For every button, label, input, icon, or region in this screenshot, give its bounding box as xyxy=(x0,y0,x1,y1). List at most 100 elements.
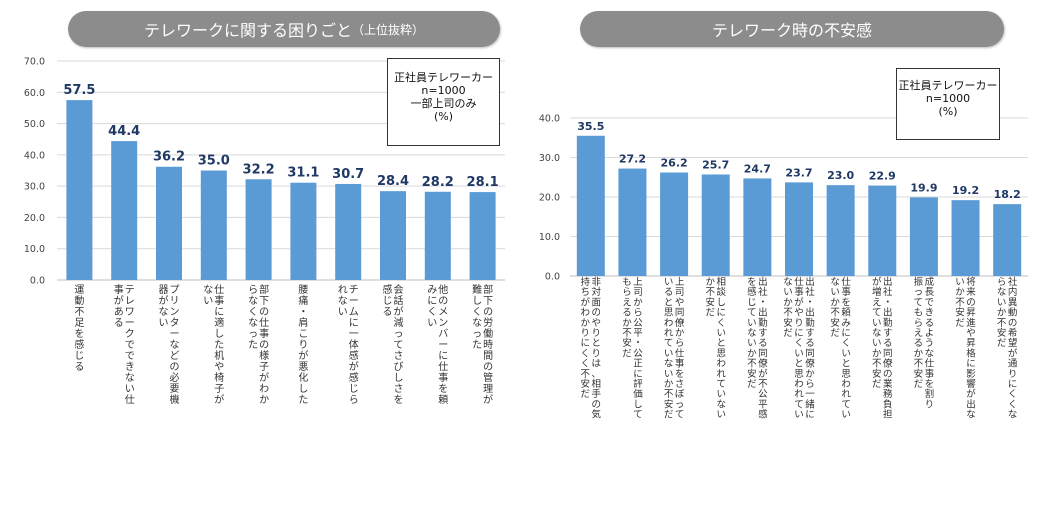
right-category-label: 成長できるような仕事を割り xyxy=(925,276,935,410)
left-category-label: 難しくなった xyxy=(472,283,482,351)
left-category-label: プリンターなどの必要機 xyxy=(170,284,180,406)
right-category-label: 仕事を頼みにくいと思われてい xyxy=(841,276,851,421)
right-bar xyxy=(993,204,1022,276)
right-category-label: 持ちがわかりにくく不安だ xyxy=(581,276,591,400)
left-category-label: みにくい xyxy=(427,285,437,329)
right-category-label: 社内異動の希望が通りにくくな xyxy=(1008,276,1018,421)
right-value-label: 19.2 xyxy=(952,184,979,197)
right-category-label: を感じていないか不安だ xyxy=(747,277,757,390)
right-category-label: 将来の昇進や昇格に影響が出な xyxy=(966,277,976,421)
left-category-label: 器がない xyxy=(159,284,169,329)
right-category-label: か不安だ xyxy=(705,277,715,319)
left-value-label: 28.2 xyxy=(422,175,454,190)
left-value-label: 28.4 xyxy=(377,174,409,189)
left-bar xyxy=(380,191,406,280)
right-bar xyxy=(826,185,855,276)
right-bar xyxy=(785,182,813,276)
right-category-label: 非対面のやりとりは、相手の気 xyxy=(592,276,602,421)
left-y-tick-label: 60.0 xyxy=(24,88,45,99)
left-category-label: 部下の労働時間の管理が xyxy=(483,283,493,406)
right-chart-legend-box: 正社員テレワーカー n=1000 (%) xyxy=(896,68,1000,140)
left-value-label: 36.2 xyxy=(153,150,185,165)
right-value-label: 23.0 xyxy=(827,169,854,182)
right-category-label: ないか不安だ xyxy=(783,277,793,339)
right-category-label: が増えていないか不安だ xyxy=(872,276,882,390)
right-y-tick-label: 10.0 xyxy=(539,232,560,243)
right-value-label: 25.7 xyxy=(702,158,729,171)
left-chart-title: テレワークに関する困りごと xyxy=(143,21,352,40)
right-value-label: 19.9 xyxy=(910,181,937,194)
right-bar xyxy=(951,200,980,276)
left-y-tick-label: 40.0 xyxy=(24,150,45,161)
left-category-label: 感じる xyxy=(383,283,393,318)
right-y-tick-label: 20.0 xyxy=(539,193,560,204)
left-category-label: 部下の仕事の様子がわか xyxy=(259,283,269,406)
right-category-label: 出社・出勤する同僚から一緒に xyxy=(805,276,815,421)
right-category-label: 振ってもらえるか不安だ xyxy=(914,276,924,390)
left-bar xyxy=(66,100,93,280)
left-bar xyxy=(200,170,227,280)
left-bar xyxy=(245,179,272,280)
right-bar xyxy=(868,185,897,276)
right-bar xyxy=(743,178,772,276)
right-value-label: 26.2 xyxy=(661,157,688,170)
right-category-label: らないか不安だ xyxy=(997,277,1007,349)
left-bar xyxy=(335,183,362,280)
left-legend-line: (%) xyxy=(433,110,454,123)
left-value-label: 57.5 xyxy=(63,83,95,98)
right-category-label: 出社・出勤する同僚が不公平感 xyxy=(758,276,768,421)
right-bar xyxy=(576,135,605,276)
right-category-label: 相談しにくいと思われていない xyxy=(716,276,726,421)
right-value-label: 27.2 xyxy=(619,153,646,166)
right-bar xyxy=(618,168,647,276)
left-legend-line: 正社員テレワーカー xyxy=(394,71,493,84)
right-category-label: いか不安だ xyxy=(955,277,965,329)
left-y-tick-label: 20.0 xyxy=(24,213,45,224)
left-category-label: 仕事に適した机や椅子が xyxy=(214,283,224,406)
right-category-label: いると思われていないか不安だ xyxy=(664,277,674,421)
right-category-label: 仕事がやりにくいと思われてい xyxy=(794,276,804,421)
left-chart-title-banner: テレワークに関する困りごと （上位抜粋） xyxy=(68,11,500,47)
left-category-label: ない xyxy=(203,284,213,307)
right-legend-line: (%) xyxy=(938,105,958,118)
right-chart-title: テレワーク時の不安感 xyxy=(711,21,872,40)
right-value-label: 22.9 xyxy=(869,170,896,183)
right-category-label: 上司や同僚から仕事をさぼって xyxy=(675,277,685,421)
left-category-label: 腰痛・肩こりが悪化した xyxy=(298,284,308,406)
right-y-tick-label: 30.0 xyxy=(539,153,560,164)
left-category-label: チームに一体感が感じら xyxy=(349,284,359,406)
left-bar xyxy=(424,191,451,280)
left-value-label: 35.0 xyxy=(198,154,230,169)
right-value-label: 18.2 xyxy=(994,188,1021,201)
left-category-label: 事がある xyxy=(114,283,124,329)
right-bar xyxy=(701,174,730,276)
left-value-label: 32.2 xyxy=(243,162,275,177)
right-bar xyxy=(660,172,689,276)
right-value-label: 23.7 xyxy=(785,166,812,179)
left-bar xyxy=(156,166,182,280)
left-y-tick-label: 0.0 xyxy=(30,276,45,287)
left-category-label: れない xyxy=(338,284,348,318)
left-category-label: 運動不足を感じる xyxy=(74,284,84,373)
right-legend-line: n=1000 xyxy=(925,92,971,105)
right-bar xyxy=(909,197,938,276)
right-chart-title-banner: テレワーク時の不安感 xyxy=(580,11,1004,47)
left-y-tick-label: 70.0 xyxy=(24,57,45,68)
left-bar xyxy=(290,182,317,280)
left-chart-subtitle: （上位抜粋） xyxy=(352,22,425,37)
right-category-label: 出社・出勤する同僚の業務負担 xyxy=(883,276,893,421)
left-y-tick-label: 30.0 xyxy=(24,182,45,193)
right-category-label: ないか不安だ xyxy=(830,277,840,339)
left-bar xyxy=(111,141,138,280)
left-chart-legend-box: 正社員テレワーカー n=1000 一部上司のみ (%) xyxy=(387,58,500,146)
left-bar xyxy=(469,192,496,280)
right-y-tick-label: 0.0 xyxy=(545,272,560,283)
left-value-label: 31.1 xyxy=(287,166,319,181)
left-category-label: 他のメンバーに仕事を頼 xyxy=(438,283,448,406)
left-category-label: テレワークでできない仕 xyxy=(125,285,135,406)
left-category-label: 会話が減ってさびしさを xyxy=(394,283,404,406)
left-legend-line: n=1000 xyxy=(421,84,466,97)
left-category-label: らなくなった xyxy=(248,284,258,351)
right-value-label: 24.7 xyxy=(744,162,771,175)
